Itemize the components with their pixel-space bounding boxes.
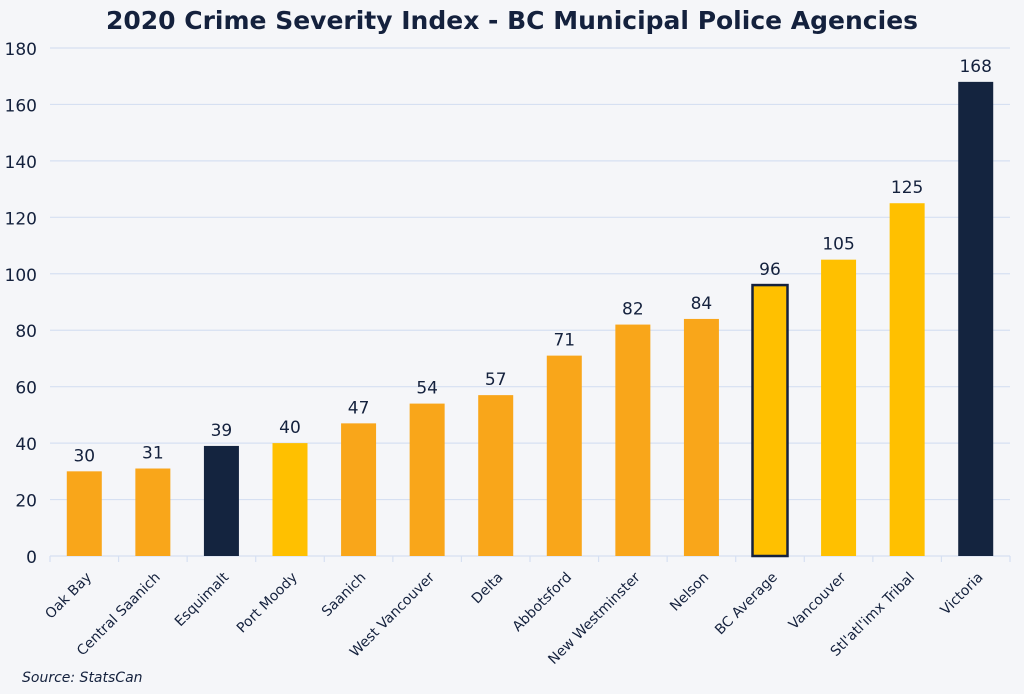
y-tick-label: 160 xyxy=(5,96,37,116)
x-tick-label: Esquimalt xyxy=(172,569,233,630)
y-tick-label: 20 xyxy=(15,492,37,512)
bar xyxy=(683,318,719,556)
data-label: 125 xyxy=(891,178,923,198)
bar xyxy=(546,355,582,556)
chart-title: 2020 Crime Severity Index - BC Municipal… xyxy=(105,6,919,35)
x-tick-label: Delta xyxy=(469,570,507,608)
bar xyxy=(889,203,925,556)
bar xyxy=(821,259,857,556)
data-label: 47 xyxy=(348,398,370,418)
y-tick-label: 60 xyxy=(15,379,37,399)
y-tick-label: 40 xyxy=(15,435,37,455)
x-tick-label: Nelson xyxy=(667,570,712,615)
data-label: 39 xyxy=(211,421,233,441)
data-label: 96 xyxy=(759,260,781,280)
bar xyxy=(751,283,789,558)
data-label: 105 xyxy=(822,235,854,255)
data-label: 40 xyxy=(279,418,301,438)
data-label: 82 xyxy=(622,300,644,320)
bar xyxy=(272,443,308,556)
x-tick-label: BC Average xyxy=(712,570,781,639)
source-note: Source: StatsCan xyxy=(22,670,143,686)
bar xyxy=(66,471,102,556)
bar xyxy=(478,395,514,556)
y-tick-label: 0 xyxy=(26,548,37,568)
data-label: 168 xyxy=(959,57,991,77)
bar xyxy=(615,324,651,556)
bar xyxy=(341,423,377,556)
y-tick-label: 180 xyxy=(5,40,37,60)
x-tick-label: Port Moody xyxy=(234,570,301,637)
data-label: 31 xyxy=(142,444,164,464)
x-tick-label: Abbotsford xyxy=(510,570,575,635)
y-tick-label: 140 xyxy=(5,153,37,173)
y-tick-label: 120 xyxy=(5,209,37,229)
y-tick-label: 100 xyxy=(5,266,37,286)
x-tick-label: Oak Bay xyxy=(42,570,95,623)
x-tick-label: Saanich xyxy=(319,570,369,620)
x-tick-label: Vancouver xyxy=(786,569,850,633)
bar xyxy=(203,445,239,556)
x-tick-label: Victoria xyxy=(938,570,987,619)
data-label: 54 xyxy=(416,379,438,399)
data-label: 30 xyxy=(73,446,95,466)
bar xyxy=(409,403,445,556)
y-tick-label: 80 xyxy=(15,322,37,342)
data-label: 84 xyxy=(691,294,713,314)
bar xyxy=(958,81,994,556)
data-label: 71 xyxy=(553,331,575,351)
bar xyxy=(135,468,171,556)
data-label: 57 xyxy=(485,370,507,390)
